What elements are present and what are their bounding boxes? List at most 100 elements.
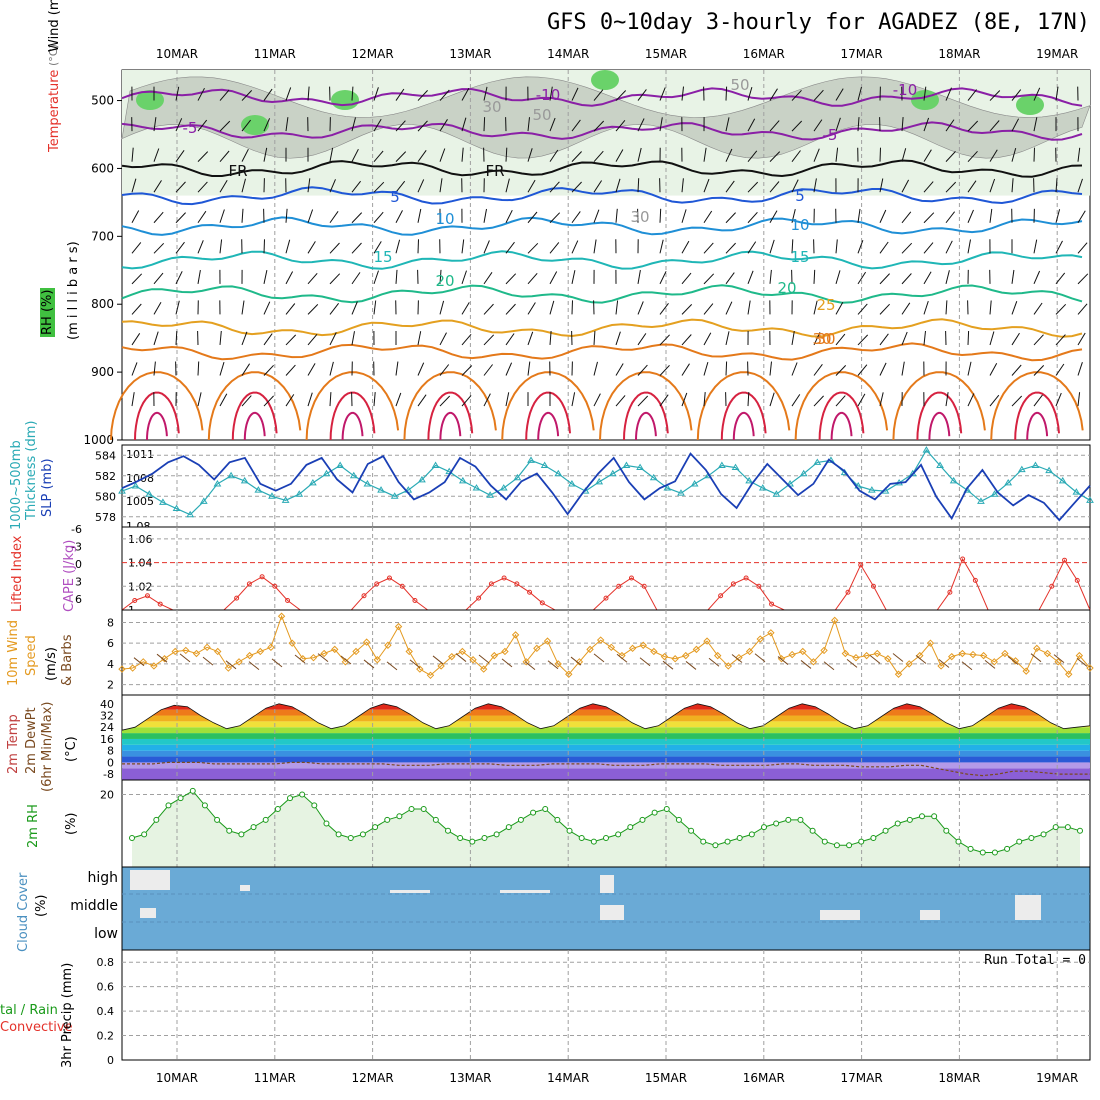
wind10-point-37 bbox=[511, 631, 520, 639]
wind10-point-13 bbox=[256, 647, 264, 656]
wind10-point-8 bbox=[203, 643, 211, 652]
wind-barb-207 bbox=[527, 361, 531, 376]
wind-barb-312 bbox=[747, 211, 758, 224]
wind-barb-24 bbox=[175, 150, 185, 162]
wind-barb-297 bbox=[725, 86, 728, 101]
rh2m-point-16 bbox=[323, 820, 330, 827]
thickness-point-33 bbox=[568, 479, 576, 487]
pressure-axis-label: (m i l l i b a r s) bbox=[66, 241, 81, 340]
wind-barb-75 bbox=[263, 364, 274, 376]
cape-point-19 bbox=[361, 593, 367, 599]
wind-barb-4 bbox=[131, 210, 140, 223]
wind-barb-341 bbox=[813, 89, 824, 101]
contour-label-20: 30 bbox=[630, 208, 649, 226]
run-total-label: Run Total = 0 bbox=[984, 953, 1086, 968]
wind10-point-7 bbox=[192, 649, 201, 658]
cloud-block-8 bbox=[920, 910, 940, 920]
wind-barb-268 bbox=[659, 208, 662, 223]
wind-barb-322 bbox=[769, 181, 780, 193]
temp2m-unit-label: (°C) bbox=[64, 736, 79, 762]
dewpt2m-axis-label: 2m DewPt bbox=[24, 707, 39, 774]
wind10-barb-40 bbox=[1053, 654, 1065, 663]
surface-loop-red-0 bbox=[134, 391, 180, 441]
wind10-barb-39 bbox=[1030, 653, 1042, 663]
wind-barb-210 bbox=[549, 117, 556, 132]
wind-barb-412 bbox=[945, 240, 953, 254]
wind-barb-52 bbox=[219, 330, 222, 346]
wind-barb-97 bbox=[307, 363, 316, 376]
thickness-point-17 bbox=[349, 471, 358, 479]
thickness-point-68 bbox=[1045, 466, 1053, 474]
wind-barb-141 bbox=[395, 361, 399, 376]
wind10-point-74 bbox=[905, 660, 913, 668]
wind-barb-73 bbox=[263, 301, 271, 315]
wind-barb-65 bbox=[241, 395, 252, 407]
wind-barb-431 bbox=[989, 149, 998, 162]
cloud-block-2 bbox=[390, 890, 430, 893]
wind-barb-439 bbox=[989, 394, 1000, 407]
wind10-point-64 bbox=[799, 647, 807, 656]
wind10-point-73 bbox=[894, 670, 903, 678]
date-label-top-2: 12MAR bbox=[352, 47, 394, 61]
wind-barb-152 bbox=[417, 362, 425, 376]
rh2m-unit-label: (%) bbox=[64, 812, 79, 836]
wind-barb-259 bbox=[637, 270, 641, 284]
cape-point-74 bbox=[1062, 557, 1068, 563]
precip-label-1: 0.6 bbox=[97, 981, 115, 994]
wind-barb-344 bbox=[813, 178, 817, 193]
cloud-block-7 bbox=[820, 910, 860, 920]
wind10-point-69 bbox=[852, 653, 860, 662]
wind-barb-128 bbox=[373, 300, 377, 315]
thickness-point-41 bbox=[677, 489, 685, 496]
wind-barb-296 bbox=[703, 392, 706, 407]
wind-barb-167 bbox=[461, 147, 464, 162]
cape-point-22 bbox=[399, 583, 405, 589]
wind10-point-20 bbox=[331, 645, 339, 654]
wind-barb-298 bbox=[725, 117, 730, 132]
cloud-level-label-0: high bbox=[87, 870, 118, 886]
isotherm-1 bbox=[121, 121, 1083, 141]
li-label-4: 6 bbox=[75, 593, 82, 606]
wind-barb-9 bbox=[131, 362, 138, 376]
wind-barb-251 bbox=[615, 363, 624, 376]
thick-label-1: 582 bbox=[95, 470, 116, 483]
wind-barb-17 bbox=[153, 272, 164, 285]
wind-barb-471 bbox=[1055, 363, 1065, 376]
wind-barb-7 bbox=[131, 303, 142, 315]
wind-barb-171 bbox=[461, 270, 467, 285]
wind-barb-192 bbox=[505, 241, 515, 254]
wind-barb-230 bbox=[571, 392, 576, 407]
cape-point-12 bbox=[272, 583, 278, 589]
wind10-point-89 bbox=[1065, 670, 1073, 678]
wind10-point-81 bbox=[979, 651, 988, 660]
date-label-bottom-9: 19MAR bbox=[1036, 1071, 1078, 1085]
wind-barb-397 bbox=[923, 117, 930, 132]
wind10-point-25 bbox=[384, 641, 392, 649]
surface-loop-red-3 bbox=[427, 391, 474, 441]
wind-barb-234 bbox=[593, 180, 603, 193]
wind10-point-70 bbox=[862, 651, 871, 660]
wind-barb-457 bbox=[1033, 270, 1041, 285]
thickness-point-1 bbox=[131, 482, 140, 489]
wind10-barb-23 bbox=[662, 660, 674, 670]
wind-barb-325 bbox=[769, 269, 772, 284]
wind10-barb-6 bbox=[271, 658, 283, 668]
surface-loop-orange-0 bbox=[110, 371, 204, 441]
contour-label-0: -10 bbox=[536, 86, 561, 104]
wind-barb-153 bbox=[417, 394, 427, 407]
wind-barb-343 bbox=[813, 148, 820, 162]
wind10-barb-41 bbox=[1076, 657, 1088, 667]
wind10-point-10 bbox=[224, 664, 233, 672]
wind-barb-174 bbox=[461, 365, 473, 376]
contour-label-17: 50 bbox=[730, 76, 749, 94]
wind-barb-243 bbox=[615, 119, 626, 132]
wind10-point-11 bbox=[235, 658, 243, 666]
wind-barb-320 bbox=[769, 120, 780, 132]
wind-barb-239 bbox=[593, 330, 596, 345]
thick-label-0: 584 bbox=[95, 449, 116, 462]
wind-barb-112 bbox=[351, 148, 359, 162]
wind-barb-18 bbox=[153, 302, 162, 315]
date-label-bottom-8: 18MAR bbox=[938, 1071, 980, 1085]
rh2m-point-7 bbox=[214, 816, 221, 823]
surface-loop-red-6 bbox=[720, 391, 767, 441]
